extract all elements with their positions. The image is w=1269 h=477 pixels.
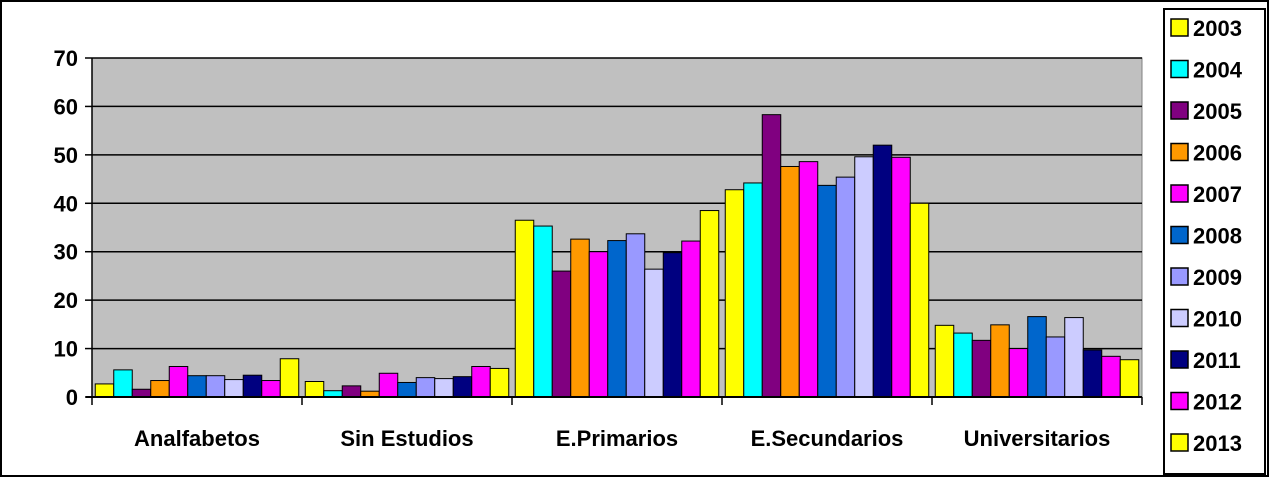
y-tick-label-60: 60 <box>54 94 78 119</box>
y-tick-label-40: 40 <box>54 191 78 216</box>
bar-2011-E.Secundarios <box>872 144 893 398</box>
legend-label-2004: 2004 <box>1193 58 1243 83</box>
bar-2013-Universitarios <box>1119 359 1140 398</box>
bar-2011-E.Primarios <box>662 252 683 398</box>
y-tick-label-0: 0 <box>66 385 78 410</box>
bar-2007-Sin Estudios <box>378 372 399 398</box>
bar-2012-Universitarios <box>1101 355 1121 398</box>
bar-2005-Analfabetos <box>131 388 152 398</box>
legend-swatch-2004 <box>1170 59 1189 79</box>
legend-label-2011: 2011 <box>1193 348 1241 373</box>
legend-swatch-2008 <box>1170 225 1189 245</box>
bar-2003-Analfabetos <box>94 383 115 398</box>
legend-swatch-2012 <box>1170 391 1189 411</box>
legend-label-2008: 2008 <box>1193 224 1242 249</box>
legend-swatch-2007 <box>1170 184 1189 203</box>
y-tick-label-70: 70 <box>54 46 78 71</box>
legend-swatch-2003 <box>1170 18 1189 37</box>
legend-label-2005: 2005 <box>1193 99 1242 124</box>
bar-2004-Analfabetos <box>113 369 133 398</box>
bar-2008-Analfabetos <box>187 375 207 398</box>
legend-label-2007: 2007 <box>1193 182 1242 207</box>
bar-2009-E.Primarios <box>625 233 646 398</box>
legend-swatch-2009 <box>1170 267 1189 286</box>
bar-2007-Analfabetos <box>168 365 189 398</box>
bar-2012-E.Secundarios <box>891 156 911 398</box>
bar-2008-E.Primarios <box>607 240 627 398</box>
legend-swatch-2010 <box>1170 308 1189 328</box>
bar-2007-E.Secundarios <box>798 161 819 398</box>
legend: 2003 2004 2005 2006 2007 2008 2009 2010 2011 2012… <box>1163 8 1266 475</box>
bars <box>94 114 1140 398</box>
bar-2007-Universitarios <box>1008 348 1029 398</box>
bar-2009-Sin Estudios <box>415 377 436 398</box>
bar-2006-E.Primarios <box>570 238 590 398</box>
legend-label-2006: 2006 <box>1193 141 1242 166</box>
bar-2006-E.Secundarios <box>780 165 800 398</box>
bar-2013-Analfabetos <box>279 358 300 398</box>
bar-2012-Analfabetos <box>261 380 281 398</box>
y-tick-label-20: 20 <box>54 288 78 313</box>
bar-2008-Sin Estudios <box>397 381 417 398</box>
bar-2012-E.Primarios <box>681 240 701 398</box>
bar-2012-Sin Estudios <box>471 365 491 398</box>
bar-2011-Sin Estudios <box>452 376 473 398</box>
category-label-0: Analfabetos <box>134 426 260 451</box>
bar-2003-E.Secundarios <box>724 189 745 398</box>
bar-2008-E.Secundarios <box>817 184 837 398</box>
legend-label-2003: 2003 <box>1193 16 1242 41</box>
bar-2010-E.Primarios <box>644 268 664 398</box>
bar-2004-E.Primarios <box>533 225 553 398</box>
bar-2005-Sin Estudios <box>341 385 362 398</box>
bar-2013-E.Primarios <box>699 210 720 398</box>
bar-2009-E.Secundarios <box>835 176 856 398</box>
category-label-2: E.Primarios <box>556 426 678 451</box>
bar-2004-Universitarios <box>953 332 973 398</box>
bar-2013-E.Secundarios <box>909 202 930 398</box>
bar-2005-E.Secundarios <box>761 114 782 398</box>
bar-2013-Sin Estudios <box>489 367 510 398</box>
legend-label-2010: 2010 <box>1193 307 1242 332</box>
bar-2010-Universitarios <box>1064 317 1084 398</box>
y-axis-ticks: 0 10 20 30 40 50 60 70 <box>54 46 78 410</box>
y-tick-label-10: 10 <box>54 337 78 362</box>
legend-swatch-2005 <box>1170 101 1189 120</box>
category-label-3: E.Secundarios <box>751 426 904 451</box>
y-tick-label-50: 50 <box>54 143 78 168</box>
bar-2008-Universitarios <box>1027 316 1047 398</box>
bar-2009-Analfabetos <box>205 375 226 398</box>
legend-swatch-2006 <box>1170 142 1189 162</box>
bar-2006-Analfabetos <box>150 380 170 398</box>
bar-2010-Analfabetos <box>224 379 244 398</box>
bar-2003-Universitarios <box>934 324 955 398</box>
bar-2010-Sin Estudios <box>434 378 454 398</box>
legend-label-2009: 2009 <box>1193 265 1242 290</box>
bar-2005-E.Primarios <box>551 270 572 398</box>
bar-2011-Analfabetos <box>242 374 263 398</box>
y-tick-label-30: 30 <box>54 240 78 265</box>
bar-2007-E.Primarios <box>588 251 609 398</box>
legend-label-2013: 2013 <box>1193 431 1242 456</box>
legend-swatch-2011 <box>1170 350 1189 369</box>
category-labels: Analfabetos Sin Estudios E.Primarios E.Secu… <box>134 426 1110 451</box>
legend-swatch-2013 <box>1170 433 1189 452</box>
category-label-1: Sin Estudios <box>340 426 473 451</box>
bar-2003-E.Primarios <box>514 219 535 398</box>
category-label-4: Universitarios <box>964 426 1111 451</box>
legend-label-2012: 2012 <box>1193 390 1242 415</box>
axes <box>85 57 1143 405</box>
bar-2011-Universitarios <box>1082 349 1103 398</box>
bar-2009-Universitarios <box>1045 336 1066 398</box>
bar-2005-Universitarios <box>971 339 992 398</box>
bar-2003-Sin Estudios <box>304 381 325 398</box>
bar-2004-E.Secundarios <box>743 182 763 398</box>
bar-2010-E.Secundarios <box>854 156 874 398</box>
bar-2006-Universitarios <box>990 324 1010 398</box>
